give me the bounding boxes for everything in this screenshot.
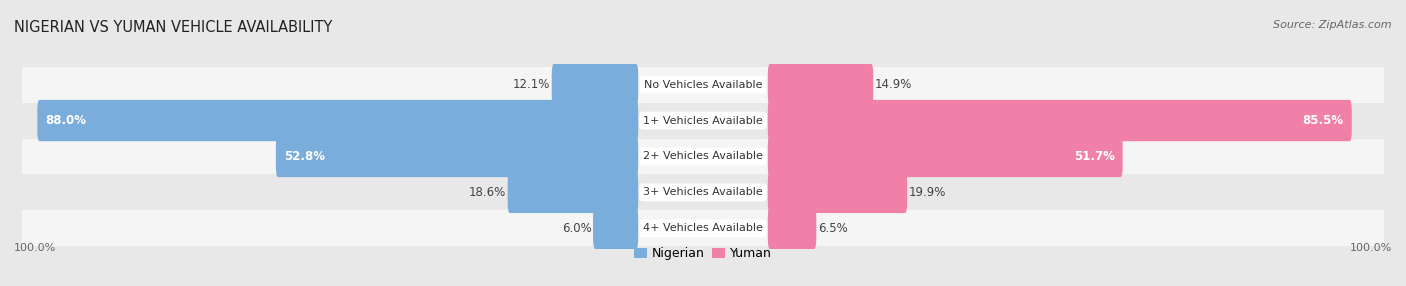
- Text: 19.9%: 19.9%: [908, 186, 946, 199]
- Text: 12.1%: 12.1%: [513, 78, 550, 91]
- Text: 14.9%: 14.9%: [875, 78, 912, 91]
- Text: 6.0%: 6.0%: [562, 222, 592, 235]
- FancyBboxPatch shape: [551, 64, 638, 105]
- FancyBboxPatch shape: [768, 100, 1351, 141]
- Text: Source: ZipAtlas.com: Source: ZipAtlas.com: [1274, 20, 1392, 30]
- FancyBboxPatch shape: [21, 210, 1385, 246]
- Text: No Vehicles Available: No Vehicles Available: [644, 80, 762, 90]
- Text: 4+ Vehicles Available: 4+ Vehicles Available: [643, 223, 763, 233]
- FancyBboxPatch shape: [768, 208, 817, 249]
- FancyBboxPatch shape: [593, 208, 638, 249]
- FancyBboxPatch shape: [21, 138, 1385, 174]
- FancyBboxPatch shape: [768, 64, 873, 105]
- Text: 2+ Vehicles Available: 2+ Vehicles Available: [643, 152, 763, 162]
- Text: 52.8%: 52.8%: [284, 150, 325, 163]
- Text: 1+ Vehicles Available: 1+ Vehicles Available: [643, 116, 763, 126]
- Text: 6.5%: 6.5%: [818, 222, 848, 235]
- Text: 18.6%: 18.6%: [470, 186, 506, 199]
- Legend: Nigerian, Yuman: Nigerian, Yuman: [631, 245, 775, 263]
- FancyBboxPatch shape: [21, 174, 1385, 210]
- FancyBboxPatch shape: [21, 103, 1385, 138]
- Text: 88.0%: 88.0%: [45, 114, 87, 127]
- Text: 100.0%: 100.0%: [14, 243, 56, 253]
- FancyBboxPatch shape: [276, 136, 638, 177]
- Text: 85.5%: 85.5%: [1302, 114, 1344, 127]
- Text: NIGERIAN VS YUMAN VEHICLE AVAILABILITY: NIGERIAN VS YUMAN VEHICLE AVAILABILITY: [14, 20, 332, 35]
- FancyBboxPatch shape: [38, 100, 638, 141]
- Text: 51.7%: 51.7%: [1074, 150, 1115, 163]
- FancyBboxPatch shape: [508, 172, 638, 213]
- FancyBboxPatch shape: [768, 136, 1122, 177]
- Text: 3+ Vehicles Available: 3+ Vehicles Available: [643, 187, 763, 197]
- FancyBboxPatch shape: [21, 67, 1385, 103]
- FancyBboxPatch shape: [768, 172, 907, 213]
- Text: 100.0%: 100.0%: [1350, 243, 1392, 253]
